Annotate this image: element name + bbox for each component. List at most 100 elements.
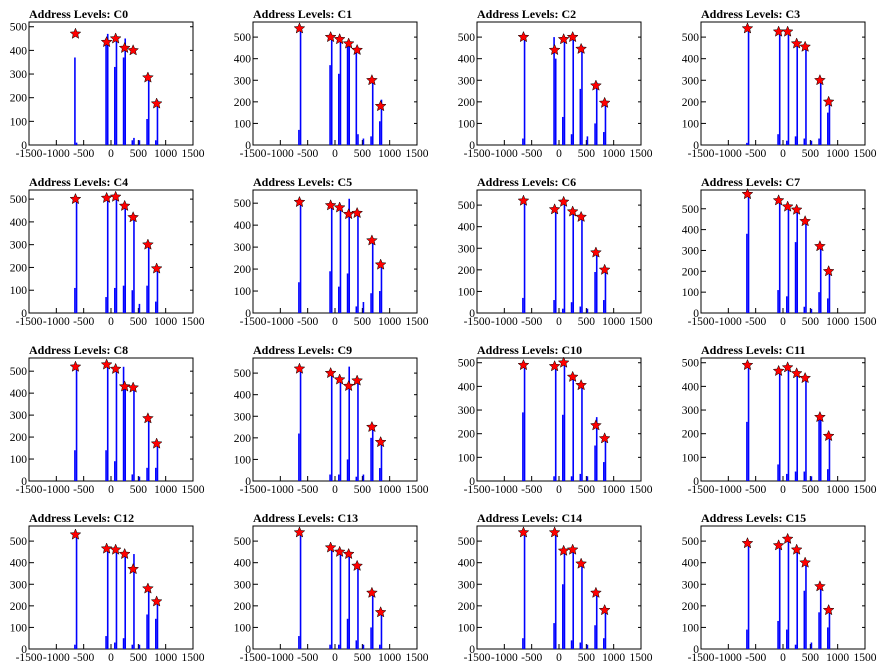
peak-marker-star xyxy=(351,206,364,219)
y-tick-label: 400 xyxy=(234,558,252,570)
chart-title: Address Levels: C3 xyxy=(701,7,800,21)
x-tick-label: 1500 xyxy=(182,484,205,496)
x-tick-label: 0 xyxy=(556,316,562,328)
y-tick-label: 100 xyxy=(458,622,476,634)
y-tick-label: 500 xyxy=(10,194,28,206)
peak-marker-star xyxy=(557,33,570,45)
y-tick-label: 400 xyxy=(10,558,28,570)
peak-marker-star xyxy=(517,30,530,43)
peak-marker-star xyxy=(109,190,122,202)
peak-marker-star xyxy=(141,582,154,594)
y-tick-label: 300 xyxy=(682,75,700,87)
x-tick-label: -500 xyxy=(297,652,318,664)
plot-frame xyxy=(476,357,642,482)
y-tick-label: 400 xyxy=(234,390,252,402)
x-tick-label: 0 xyxy=(332,484,338,496)
chart-panel: Address Levels: C0 0 100 200 300 400 500 -1500-… xyxy=(0,0,224,168)
peak-marker-star xyxy=(374,258,387,270)
y-tick-label: 300 xyxy=(458,75,476,87)
x-tick-label: -1500 xyxy=(688,148,715,160)
x-tick-label: 500 xyxy=(130,148,148,160)
y-tick-label: 400 xyxy=(682,558,700,570)
x-tick-label: 1500 xyxy=(854,484,877,496)
x-tick-label: -500 xyxy=(73,316,94,328)
y-tick-label: 0 xyxy=(21,644,27,656)
peak-marker-star xyxy=(822,603,835,616)
x-tick-label: -500 xyxy=(521,652,542,664)
chart-panel: Address Levels: C12 0 100 200 300 400 500 -1500… xyxy=(0,504,224,672)
peak-marker-star xyxy=(517,358,530,371)
x-tick-label: 0 xyxy=(332,316,338,328)
peak-marker-star xyxy=(813,580,826,592)
x-tick-label: 1000 xyxy=(378,652,401,664)
x-tick-label: 500 xyxy=(354,484,372,496)
y-tick-label: 300 xyxy=(234,242,252,254)
x-tick-label: -1500 xyxy=(16,316,43,328)
peak-marker-star xyxy=(365,74,378,86)
chart-svg: Address Levels: C10100200300400500-1500-… xyxy=(234,7,429,160)
y-tick-label: 100 xyxy=(682,452,700,464)
x-tick-label: 1000 xyxy=(602,484,625,496)
y-tick-label: 300 xyxy=(10,410,28,422)
x-tick-label: -1500 xyxy=(240,148,267,160)
peak-marker-star xyxy=(813,410,826,423)
y-tick-label: 200 xyxy=(682,97,700,109)
peak-marker-star xyxy=(374,435,387,448)
y-tick-label: 100 xyxy=(234,454,252,466)
peak-marker-star xyxy=(374,606,387,618)
x-tick-label: -1000 xyxy=(43,316,70,328)
x-tick-label: -500 xyxy=(521,316,542,328)
x-tick-label: -500 xyxy=(73,148,94,160)
y-tick-label: 200 xyxy=(458,265,476,277)
peak-marker-star xyxy=(127,562,140,575)
y-tick-label: 0 xyxy=(693,644,699,656)
y-tick-label: 100 xyxy=(682,287,700,299)
y-tick-label: 500 xyxy=(458,200,476,212)
x-tick-label: -1500 xyxy=(240,316,267,328)
chart-svg: Address Levels: C15 0 100 200 300 400 500 -1500… xyxy=(682,511,877,664)
x-tick-label: 1500 xyxy=(630,484,653,496)
x-tick-label: -1000 xyxy=(715,148,742,160)
x-tick-label: 1000 xyxy=(602,652,625,664)
chart-panel: Address Levels: C7 0 100 200 300 400 500 -1500-… xyxy=(672,168,896,336)
plot-frame xyxy=(252,525,418,650)
x-tick-label: 0 xyxy=(332,652,338,664)
plot-frame xyxy=(476,525,642,650)
y-tick-label: 0 xyxy=(21,308,27,320)
chart-panel: Address Levels: C8 0 100 200 300 400 500 -1500-… xyxy=(0,336,224,504)
peak-marker-star xyxy=(741,22,754,34)
peak-marker-star xyxy=(589,79,602,91)
y-tick-label: 400 xyxy=(458,222,476,234)
x-tick-label: 0 xyxy=(108,652,114,664)
y-tick-label: 500 xyxy=(682,536,700,548)
x-tick-label: 0 xyxy=(780,316,786,328)
x-tick-label: -500 xyxy=(745,316,766,328)
peak-marker-star xyxy=(69,192,82,205)
peak-marker-star xyxy=(548,43,561,56)
x-tick-label: 500 xyxy=(130,316,148,328)
y-tick-label: 300 xyxy=(10,579,28,591)
x-tick-label: 0 xyxy=(108,148,114,160)
y-tick-label: 300 xyxy=(682,405,700,417)
y-tick-label: 200 xyxy=(10,262,28,274)
peak-marker-star xyxy=(293,195,306,208)
x-tick-label: -1500 xyxy=(464,148,491,160)
peak-marker-star xyxy=(150,97,163,109)
peak-marker-star xyxy=(741,358,754,371)
chart-title: Address Levels: C8 xyxy=(29,343,128,357)
peak-marker-star xyxy=(517,194,530,206)
peak-marker-star xyxy=(575,557,588,569)
peak-marker-star xyxy=(790,543,803,555)
y-tick-label: 0 xyxy=(245,644,251,656)
chart-svg: Address Levels: C14 0 100 200 300 400 500 -1500… xyxy=(458,511,653,664)
y-tick-label: 400 xyxy=(458,558,476,570)
peak-marker-star xyxy=(118,547,131,560)
y-tick-label: 400 xyxy=(10,45,28,57)
chart-title: Address Levels: C15 xyxy=(701,511,806,525)
x-tick-label: 1500 xyxy=(182,652,205,664)
x-tick-label: 0 xyxy=(108,484,114,496)
x-tick-label: 1000 xyxy=(826,316,849,328)
peak-marker-star xyxy=(589,246,602,258)
peak-marker-star xyxy=(141,412,154,424)
chart-svg: Address Levels: C80100200300400500-1500-… xyxy=(10,343,205,496)
